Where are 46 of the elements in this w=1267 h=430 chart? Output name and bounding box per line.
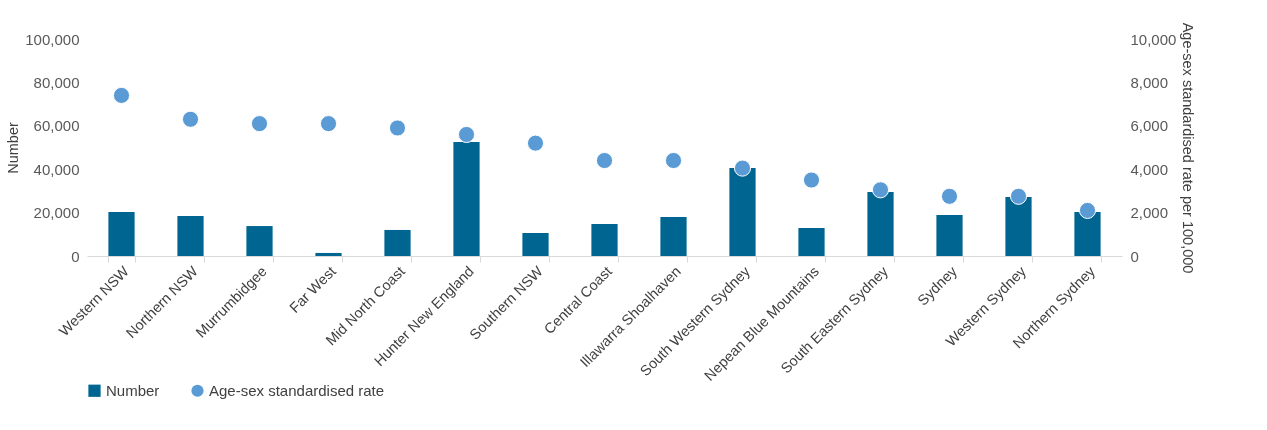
legend-label: Age-sex standardised rate <box>209 381 385 399</box>
bar <box>660 216 687 256</box>
point <box>733 159 752 177</box>
y-tick-label: 0 <box>71 247 80 265</box>
bar <box>108 211 135 256</box>
bar <box>384 229 411 256</box>
bar <box>453 142 480 256</box>
point <box>802 171 821 189</box>
point <box>940 187 959 205</box>
y2-tick-label: 0 <box>1130 247 1139 265</box>
y2-tick-label: 10,000 <box>1130 30 1177 48</box>
bar <box>936 214 963 256</box>
y2-tick-label: 2,000 <box>1130 204 1169 222</box>
bar <box>177 216 204 256</box>
point <box>112 86 131 104</box>
bar <box>798 228 825 256</box>
point <box>595 151 614 170</box>
bar <box>246 226 273 256</box>
point <box>319 115 338 133</box>
point <box>526 134 545 152</box>
point <box>181 110 200 128</box>
y-tick-label: 80,000 <box>33 73 80 91</box>
y2-axis-title: Age-sex standardised rate per 100,000 <box>1180 22 1197 274</box>
y-tick-label: 100,000 <box>25 30 80 48</box>
point <box>388 119 407 137</box>
point <box>250 115 269 133</box>
bar <box>591 224 618 256</box>
y-tick-label: 20,000 <box>33 204 80 222</box>
point <box>457 125 476 144</box>
y2-tick-label: 4,000 <box>1130 160 1169 178</box>
y-axis-title: Number <box>5 122 22 174</box>
y2-tick-label: 8,000 <box>1130 73 1169 91</box>
bar <box>729 167 756 256</box>
point <box>1009 187 1028 205</box>
legend-label: Number <box>106 381 160 399</box>
y-tick-label: 40,000 <box>33 160 80 178</box>
y2-tick-label: 6,000 <box>1130 117 1169 135</box>
point <box>871 181 890 199</box>
y-tick-label: 60,000 <box>33 117 80 135</box>
bar <box>522 233 549 256</box>
bar <box>315 252 342 256</box>
point <box>664 151 683 170</box>
point <box>1078 201 1097 219</box>
bar <box>1005 196 1032 256</box>
bar <box>1074 211 1101 256</box>
bar <box>867 191 894 256</box>
